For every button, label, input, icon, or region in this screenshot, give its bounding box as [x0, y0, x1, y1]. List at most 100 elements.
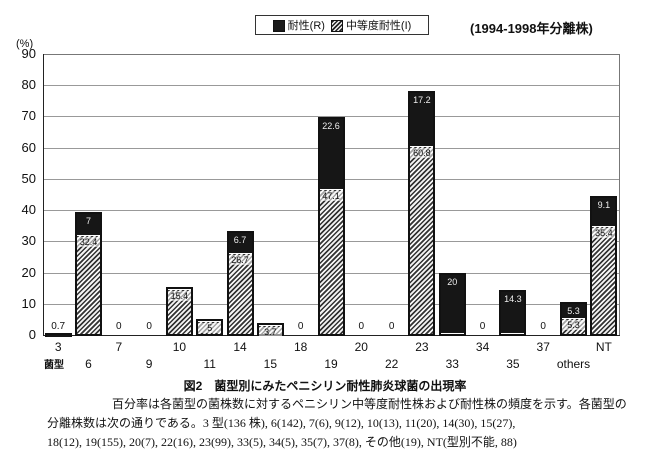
gridline	[44, 116, 619, 118]
x-category-label: 10	[172, 340, 187, 354]
bar-14: 26.7 6.7	[226, 230, 254, 336]
y-tick-label: 10	[21, 295, 36, 311]
value-label: 14.3	[504, 294, 522, 305]
segment-resistant: 22.6	[319, 119, 343, 189]
value-label: 35.4	[592, 227, 616, 238]
x-category-label: 35	[506, 357, 520, 371]
segment-resistant: 20	[440, 274, 464, 333]
figure-caption-title: 図2 菌型別にみたペニシリン耐性肺炎球菌の出現率	[183, 379, 467, 393]
segment-resistant: 14.3	[501, 292, 525, 333]
caption-line-3: 18(12), 19(155), 20(7), 22(16), 23(99), …	[47, 435, 517, 449]
value-label: 9.1	[597, 200, 611, 211]
gridline	[44, 85, 619, 87]
zero-value-label: 0	[297, 321, 304, 332]
bar-33: 20	[438, 272, 466, 336]
y-tick-label: 0	[28, 327, 36, 342]
x-category-label: 7	[115, 340, 123, 354]
zero-value-label: 0	[479, 321, 486, 332]
segment-intermediate: 60.8	[410, 147, 434, 334]
legend-item-resistant: 耐性(R)	[272, 17, 325, 33]
value-label: 22.6	[322, 121, 340, 132]
x-category-label: NT	[595, 340, 612, 354]
x-category-label: 34	[475, 340, 490, 354]
x-category-label: 19	[324, 357, 338, 371]
zero-value-label: 0	[388, 321, 395, 332]
segment-intermediate: 15.4	[167, 289, 191, 334]
x-category-label: 33	[445, 357, 459, 371]
bar-6: 32.4 7	[74, 211, 102, 336]
segment-resistant: 6.7	[228, 232, 252, 253]
zero-value-label: 0	[540, 321, 546, 332]
segment-intermediate: 47.1	[319, 189, 343, 334]
x-category-label: others	[556, 357, 591, 371]
x-category-label: 37	[536, 340, 550, 354]
segment-intermediate: 5	[198, 322, 222, 334]
y-tick-label: 40	[21, 202, 36, 218]
value-label: 3.7	[258, 327, 282, 338]
x-category-label: 23	[415, 340, 429, 354]
y-tick-label: 30	[21, 233, 36, 249]
segment-intermediate: 35.4	[592, 226, 616, 334]
x-category-label: 6	[85, 357, 92, 371]
zero-value-label: 0	[116, 321, 122, 332]
value-label: 47.1	[319, 190, 343, 201]
chart-legend: 耐性(R) 中等度耐性(I)	[255, 15, 429, 35]
value-label: 7	[85, 215, 91, 226]
bar-15: 3.7	[256, 323, 284, 338]
y-tick-label: 70	[21, 108, 36, 124]
bar-19: 47.1 22.6	[317, 117, 345, 336]
value-label: 6.7	[233, 234, 247, 245]
value-label: 26.7	[228, 254, 252, 265]
zero-value-label: 0	[146, 321, 152, 332]
bar-others: 5.3 5.3	[560, 301, 588, 336]
intermediate-swatch-icon	[330, 20, 343, 33]
value-label: 20	[447, 276, 458, 287]
caption-line-2: 分離株数は次の通りである。3 型(136 株), 6(142), 7(6), 9…	[47, 416, 516, 430]
value-label: 60.8	[410, 148, 434, 159]
value-label: 0.7	[51, 320, 66, 332]
value-label: 5.3	[567, 305, 580, 316]
segment-resistant	[46, 334, 70, 337]
caption-line-1: 百分率は各菌型の菌株数に対するペニシリン中等度耐性株および耐性株の頻度を示す。各…	[112, 397, 627, 411]
segment-resistant: 17.2	[410, 93, 434, 147]
value-label: 17.2	[413, 95, 431, 106]
value-label: 5.3	[562, 320, 586, 331]
segment-resistant: 5.3	[562, 303, 586, 319]
plot-area	[43, 54, 620, 336]
bar-23: 60.8 17.2	[408, 91, 436, 336]
y-tick-label: 60	[21, 139, 36, 155]
segment-intermediate: 32.4	[76, 236, 100, 334]
x-category-label: 15	[263, 357, 278, 371]
y-tick-label: 80	[21, 77, 36, 93]
y-axis-unit: (%)	[16, 38, 34, 50]
x-category-label: 18	[293, 340, 308, 354]
segment-intermediate: 5.3	[562, 319, 586, 334]
x-category-label: 22	[384, 357, 399, 371]
y-tick-label: 50	[21, 170, 36, 186]
x-category-label: 20	[354, 340, 368, 354]
period-label: (1994-1998年分離株)	[470, 21, 593, 36]
bar-3	[44, 332, 72, 337]
value-label: 32.4	[76, 237, 100, 248]
bar-NT: 35.4 9.1	[590, 196, 618, 336]
segment-resistant: 7	[76, 213, 100, 236]
bar-35: 14.3	[499, 290, 527, 336]
value-label: 15.4	[167, 290, 191, 301]
y-tick-label: 90	[21, 46, 36, 61]
segment-resistant: 9.1	[592, 198, 616, 226]
bar-11: 5	[196, 319, 224, 336]
value-label: 5	[198, 323, 222, 334]
segment-intermediate: 3.7	[258, 326, 282, 338]
x-category-label: 14	[233, 340, 247, 354]
resistant-swatch-icon	[272, 20, 285, 33]
x-category-label: 3	[54, 340, 62, 354]
legend-item-intermediate: 中等度耐性(I)	[330, 17, 411, 33]
y-axis-line	[43, 54, 44, 336]
zero-value-label: 0	[358, 321, 365, 332]
x-category-label: 9	[145, 357, 153, 371]
segment-intermediate: 26.7	[228, 253, 252, 334]
bar-10: 15.4	[165, 286, 193, 336]
x-axis-label: 菌型	[44, 360, 64, 371]
x-category-label: 11	[203, 357, 216, 371]
y-tick-label: 20	[21, 264, 36, 280]
